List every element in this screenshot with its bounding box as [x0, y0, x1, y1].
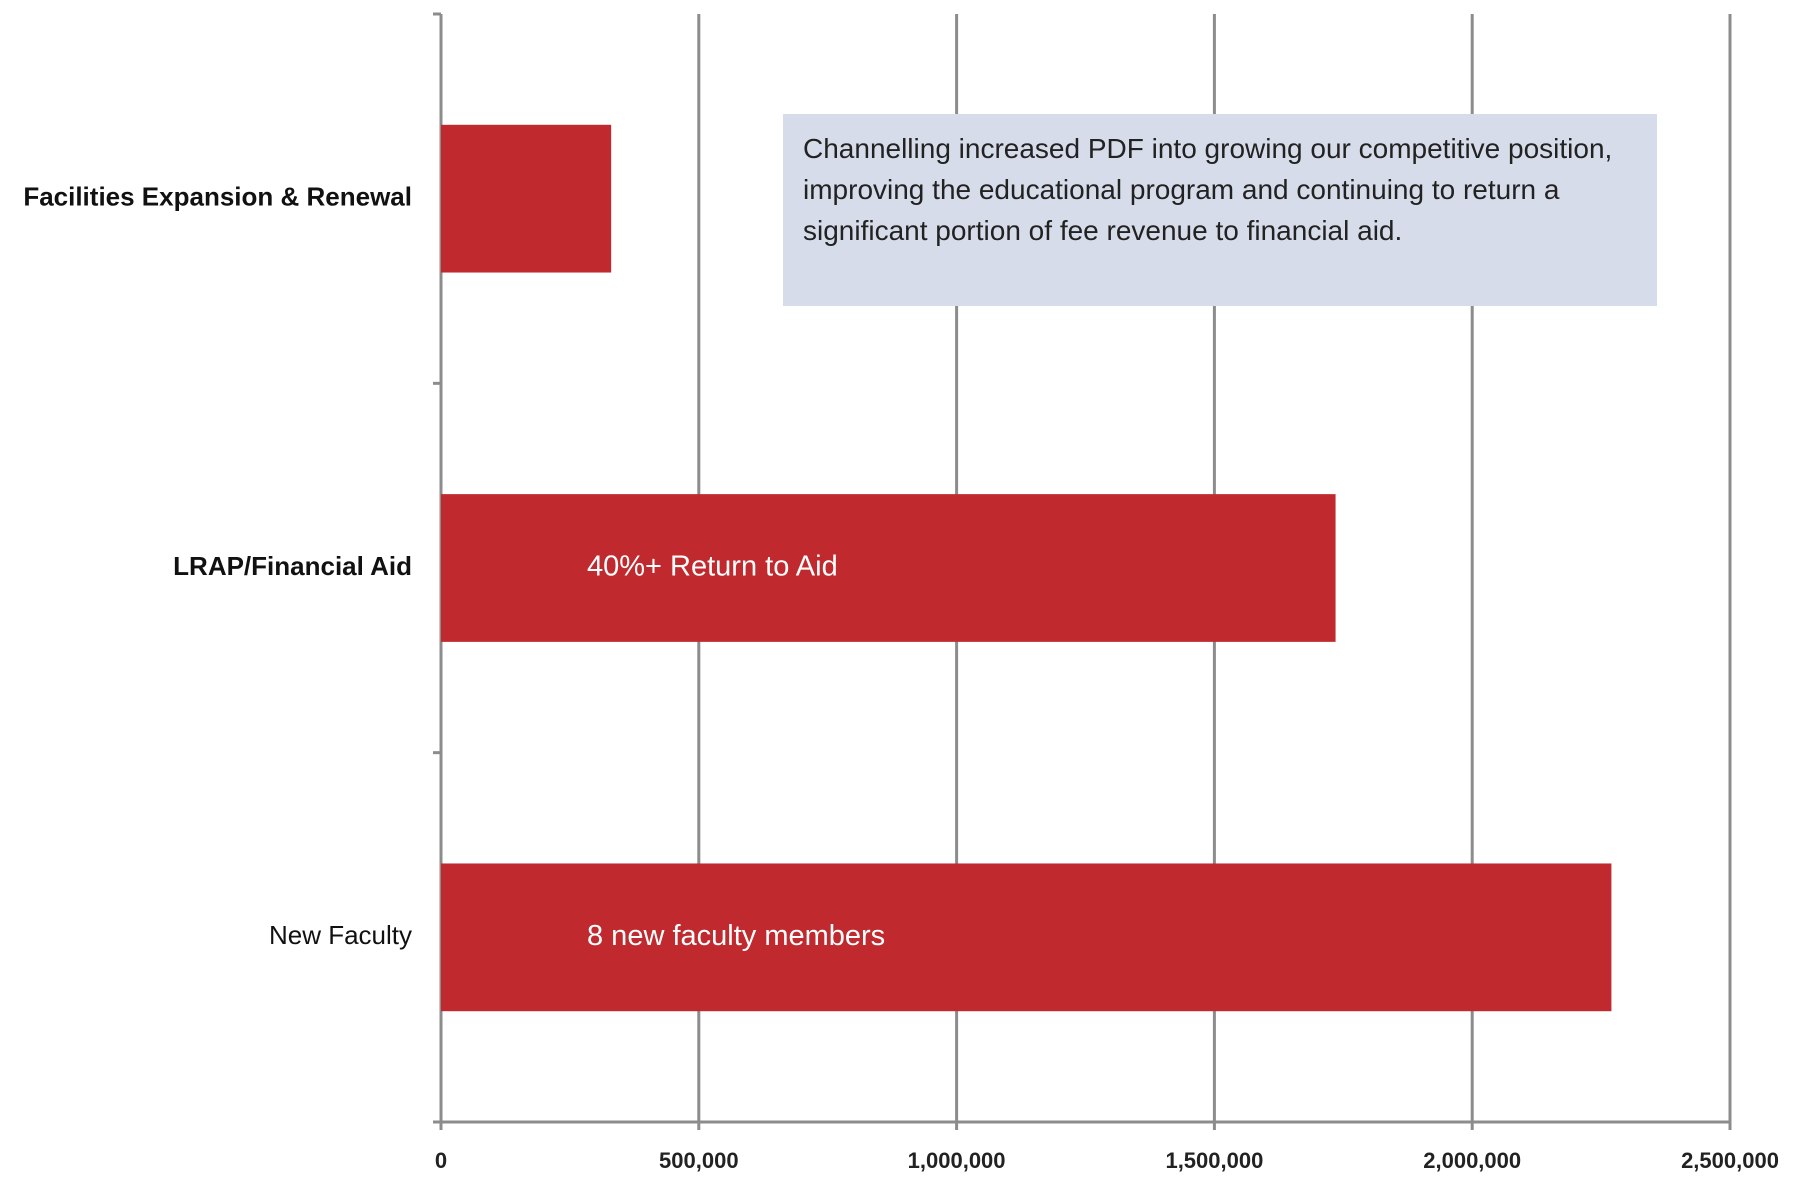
y-tick-label: Facilities Expansion & Renewal	[23, 182, 412, 212]
bar	[441, 863, 1612, 1012]
x-tick-label: 2,500,000	[1681, 1148, 1779, 1173]
bar	[441, 494, 1336, 642]
x-tick-label: 0	[435, 1148, 447, 1173]
x-tick-label: 500,000	[659, 1148, 739, 1173]
x-tick-label: 1,000,000	[908, 1148, 1006, 1173]
x-tick-label: 2,000,000	[1423, 1148, 1521, 1173]
annotation: Channelling increased PDF into growing o…	[783, 114, 1657, 306]
y-tick-label: New Faculty	[269, 920, 412, 950]
y-tick-label: LRAP/Financial Aid	[173, 551, 412, 581]
bar	[441, 124, 612, 273]
x-tick-label: 1,500,000	[1165, 1148, 1263, 1173]
bar-label: 40%+ Return to Aid	[587, 551, 838, 583]
bar-label: 8 new faculty members	[587, 920, 885, 952]
